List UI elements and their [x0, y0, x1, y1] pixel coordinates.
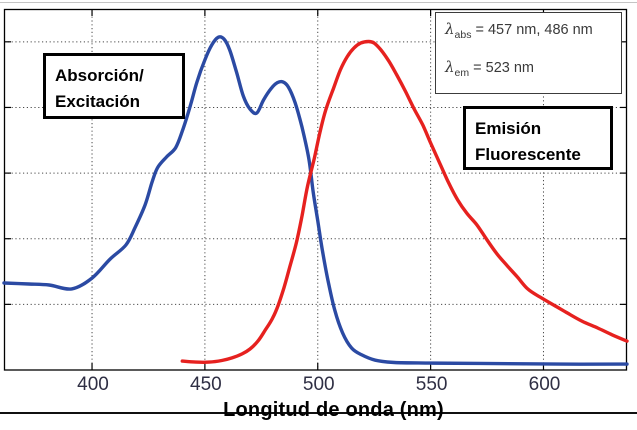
- lambda-symbol: λ: [445, 57, 455, 76]
- lambda-abs-value: = 457 nm, 486 nm: [471, 22, 593, 38]
- lambda-symbol: λ: [445, 20, 455, 38]
- svg-text:550: 550: [416, 374, 448, 395]
- absorption-label-line2: Excitación: [55, 91, 141, 111]
- x-tick-labels: 400 450 500 550 600: [77, 374, 560, 395]
- lambda-abs-subscript: abs: [454, 28, 472, 41]
- svg-text:500: 500: [303, 374, 335, 395]
- svg-text:400: 400: [77, 374, 109, 395]
- lambda-em-value: = 523 nm: [469, 59, 534, 76]
- wavelength-legend: λabs = 457 nm, 486 nm λem = 523 nm: [435, 12, 622, 94]
- emission-label: Emisión Fluorescente: [463, 106, 613, 170]
- absorption-excitation-label: Absorción/ Excitación: [43, 53, 185, 119]
- x-axis-title: Longitud de onda (nm): [0, 399, 637, 422]
- svg-text:600: 600: [529, 374, 561, 395]
- plot-border: [3, 8, 628, 371]
- spectra-curves: [2, 35, 629, 366]
- curve-emission_curve: [180, 39, 629, 364]
- legend-lambda-em: λem = 523 nm: [445, 58, 612, 79]
- lambda-em-subscript: em: [454, 66, 470, 79]
- gridlines: [4, 9, 627, 370]
- absorption-label-line1: Absorción/: [55, 66, 144, 85]
- x-axis-title-text: Longitud de onda (nm): [223, 399, 444, 421]
- top-rule: [0, 2, 637, 3]
- emission-label-line2: Fluorescente: [475, 144, 581, 164]
- bottom-rule: [0, 412, 637, 414]
- legend-lambda-abs: λabs = 457 nm, 486 nm: [445, 20, 612, 41]
- svg-text:450: 450: [190, 374, 222, 395]
- curve-absorption_curve: [2, 35, 629, 366]
- emission-label-line1: Emisión: [475, 119, 542, 138]
